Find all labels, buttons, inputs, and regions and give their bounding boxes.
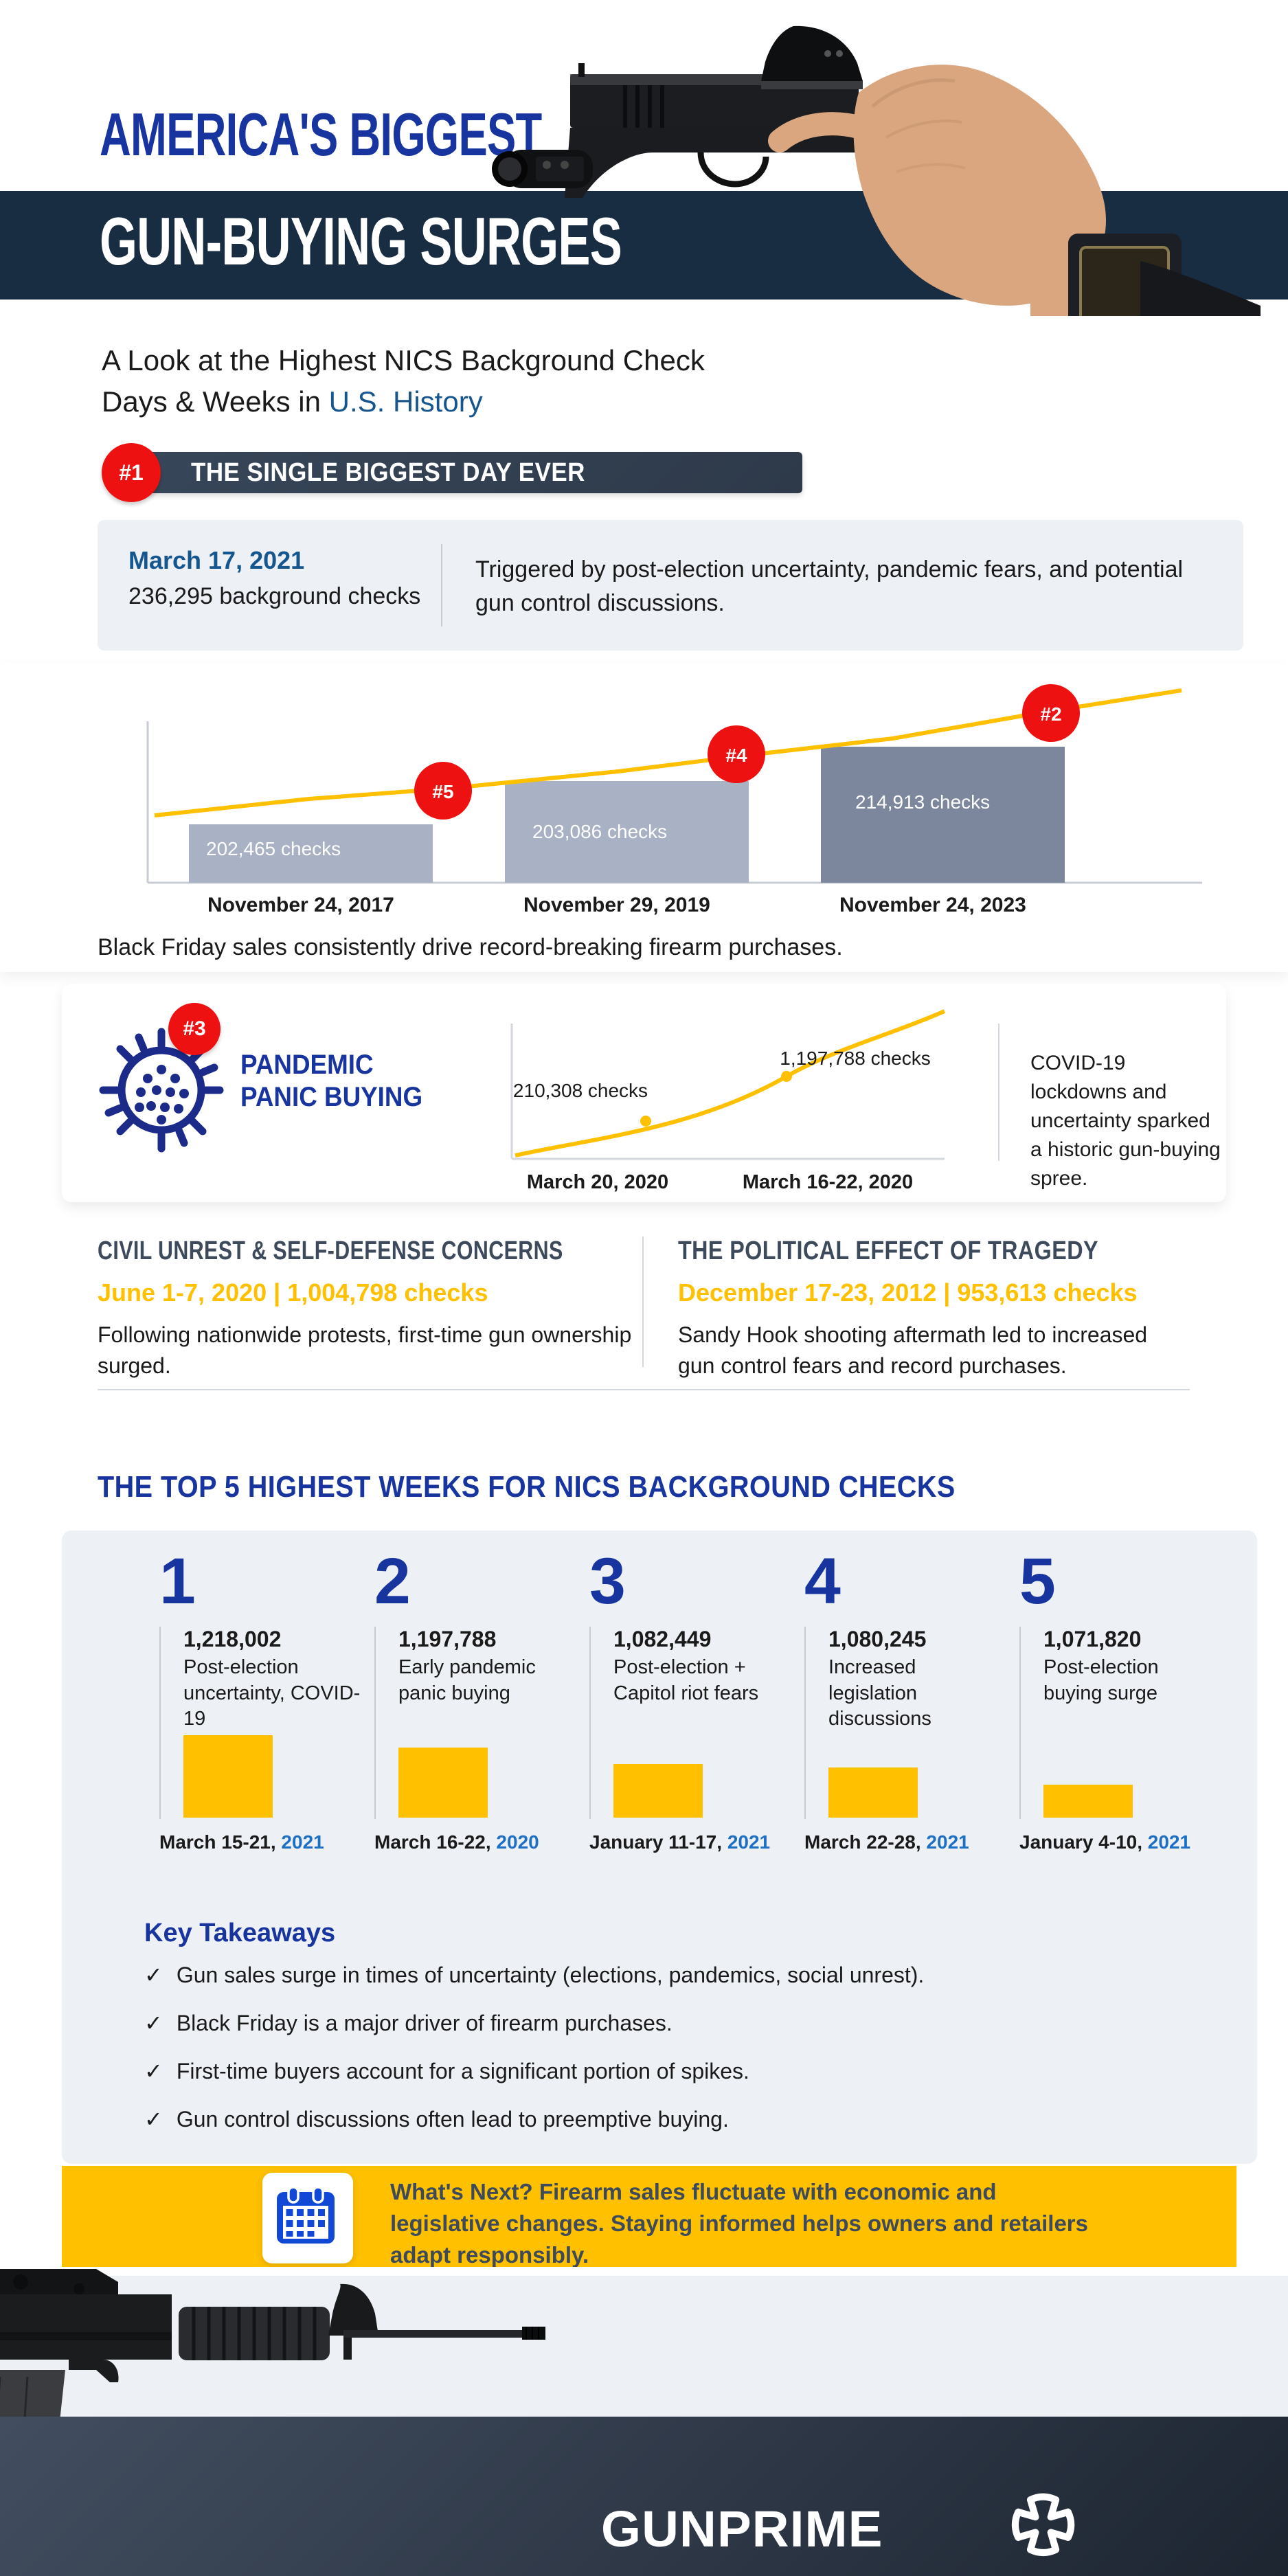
svg-text:November 24, 2017: November 24, 2017 <box>207 894 394 916</box>
svg-text:#4: #4 <box>725 745 747 766</box>
svg-text:203,086 checks: 203,086 checks <box>532 821 667 842</box>
svg-text:March 20, 2020: March 20, 2020 <box>527 1171 668 1193</box>
svg-text:202,465 checks: 202,465 checks <box>206 838 341 859</box>
svg-text:#5: #5 <box>432 781 453 802</box>
svg-text:GUNPRIME: GUNPRIME <box>601 2500 883 2557</box>
svg-text:#2: #2 <box>1040 703 1061 725</box>
svg-text:210,308 checks: 210,308 checks <box>513 1080 648 1101</box>
svg-text:March 16-22, 2020: March 16-22, 2020 <box>743 1171 913 1193</box>
svg-text:214,913 checks: 214,913 checks <box>855 791 990 813</box>
svg-text:1,197,788 checks: 1,197,788 checks <box>780 1048 931 1069</box>
svg-text:November 24, 2023: November 24, 2023 <box>839 894 1026 916</box>
svg-text:November 29, 2019: November 29, 2019 <box>523 894 710 916</box>
